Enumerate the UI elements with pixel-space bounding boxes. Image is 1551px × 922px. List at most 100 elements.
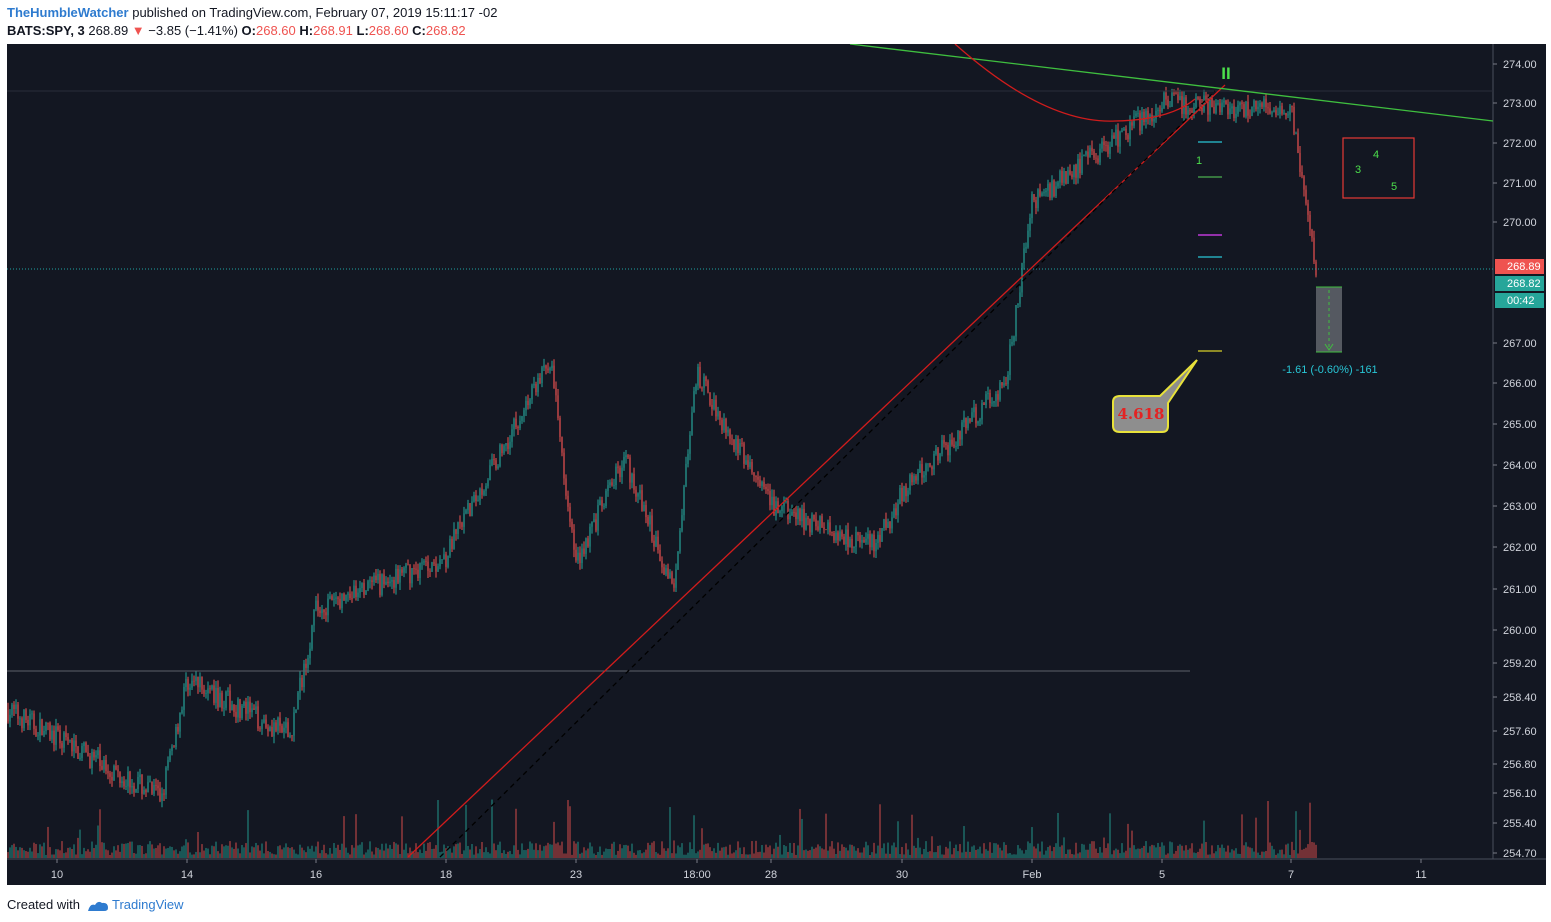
- candle-body: [811, 514, 813, 533]
- volume-bar: [789, 842, 791, 858]
- volume-bar: [609, 848, 611, 858]
- volume-bar: [281, 849, 283, 858]
- volume-bar: [973, 845, 975, 858]
- volume-bar: [357, 845, 359, 858]
- volume-bar: [879, 804, 881, 858]
- candle-body: [421, 562, 423, 564]
- candle-body: [455, 529, 457, 534]
- volume-bar: [1175, 850, 1177, 858]
- candle-body: [995, 394, 997, 402]
- volume-bar: [55, 849, 57, 858]
- candle-body: [671, 572, 673, 584]
- volume-bar: [1133, 845, 1135, 858]
- candle-body: [905, 486, 907, 497]
- candle-body: [247, 701, 249, 714]
- candle-body: [195, 676, 197, 682]
- candle-body: [99, 750, 101, 767]
- candle-body: [1191, 110, 1193, 113]
- volume-bar: [1103, 837, 1105, 858]
- candle-body: [43, 730, 45, 736]
- candle-body: [785, 500, 787, 502]
- candle-body: [1309, 214, 1311, 230]
- volume-bar: [901, 847, 903, 858]
- volume-bar: [563, 853, 565, 858]
- volume-bar: [233, 848, 235, 858]
- red-trendline: [407, 84, 1226, 858]
- candle-body: [627, 455, 629, 458]
- candle-body: [1075, 164, 1077, 178]
- down-triangle-icon: ▼: [131, 23, 145, 38]
- candle-body: [245, 702, 247, 714]
- candle-body: [903, 486, 905, 502]
- candle-body: [771, 496, 773, 506]
- candle-body: [83, 742, 85, 747]
- publish-line: TheHumbleWatcher published on TradingVie…: [7, 5, 497, 20]
- tradingview-brand[interactable]: TradingView: [112, 897, 184, 912]
- volume-bar: [567, 800, 569, 858]
- volume-bar: [691, 849, 693, 858]
- volume-bar: [1049, 845, 1051, 858]
- candle-body: [1237, 105, 1239, 114]
- chart-area[interactable]: 4.618 -1.61 (-0.60%) -161 1 3 4 5 II 274.00 273…: [0, 43, 1551, 886]
- candle-body: [203, 689, 205, 694]
- candle-body: [617, 466, 619, 468]
- volume-bar: [503, 850, 505, 858]
- candle-body: [1143, 111, 1145, 123]
- volume-bar: [459, 842, 461, 858]
- volume-bar: [1247, 846, 1249, 858]
- volume-bar: [929, 851, 931, 858]
- volume-bar: [417, 852, 419, 858]
- x-tick-label: 16: [310, 869, 322, 881]
- volume-bar: [711, 851, 713, 858]
- volume-bar: [1165, 854, 1167, 858]
- volume-bar: [429, 842, 431, 858]
- author-link[interactable]: TheHumbleWatcher: [7, 5, 129, 20]
- candle-body: [283, 727, 285, 733]
- candle-body: [321, 609, 323, 614]
- candle-body: [325, 612, 327, 616]
- volume-bar: [489, 853, 491, 858]
- volume-bar: [1209, 854, 1211, 858]
- volume-bar: [151, 844, 153, 858]
- volume-bar: [1113, 850, 1115, 858]
- candle-body: [1221, 102, 1223, 113]
- candle-body: [1083, 154, 1085, 156]
- candle-body: [1047, 183, 1049, 191]
- volume-bar: [33, 842, 35, 858]
- volume-bar: [399, 854, 401, 858]
- candle-body: [1125, 128, 1127, 136]
- candle-body: [33, 713, 35, 729]
- candle-body: [565, 478, 567, 496]
- volume-bar: [321, 850, 323, 858]
- candle-body: [1305, 189, 1307, 204]
- candle-body: [313, 609, 315, 626]
- volume-bar: [107, 850, 109, 858]
- price-chart[interactable]: 4.618 -1.61 (-0.60%) -161 1 34 5 II 274.00 273…: [0, 43, 1551, 886]
- volume-bar: [1277, 853, 1279, 858]
- candle-body: [51, 730, 53, 740]
- volume-bar: [607, 848, 609, 858]
- volume-bar: [779, 834, 781, 858]
- candle-body: [713, 399, 715, 410]
- candle-body: [739, 443, 741, 454]
- volume-bar: [237, 848, 239, 858]
- volume-bar: [1201, 843, 1203, 858]
- volume-bar: [347, 852, 349, 858]
- volume-bar: [803, 850, 805, 858]
- candle-body: [1043, 192, 1045, 194]
- volume-bar: [669, 807, 671, 858]
- candle-body: [189, 687, 191, 690]
- volume-bar: [1085, 849, 1087, 858]
- volume-bar: [9, 847, 11, 858]
- volume-bar: [621, 848, 623, 858]
- candle-body: [1181, 96, 1183, 114]
- volume-bar: [769, 845, 771, 858]
- candle-body: [1001, 382, 1003, 386]
- candle-body: [239, 699, 241, 718]
- candle-body: [259, 728, 261, 730]
- symbol-label[interactable]: BATS:SPY, 3: [7, 23, 85, 38]
- volume-bar: [283, 847, 285, 858]
- candle-body: [1079, 158, 1081, 174]
- volume-bar: [1039, 851, 1041, 858]
- candle-body: [911, 474, 913, 483]
